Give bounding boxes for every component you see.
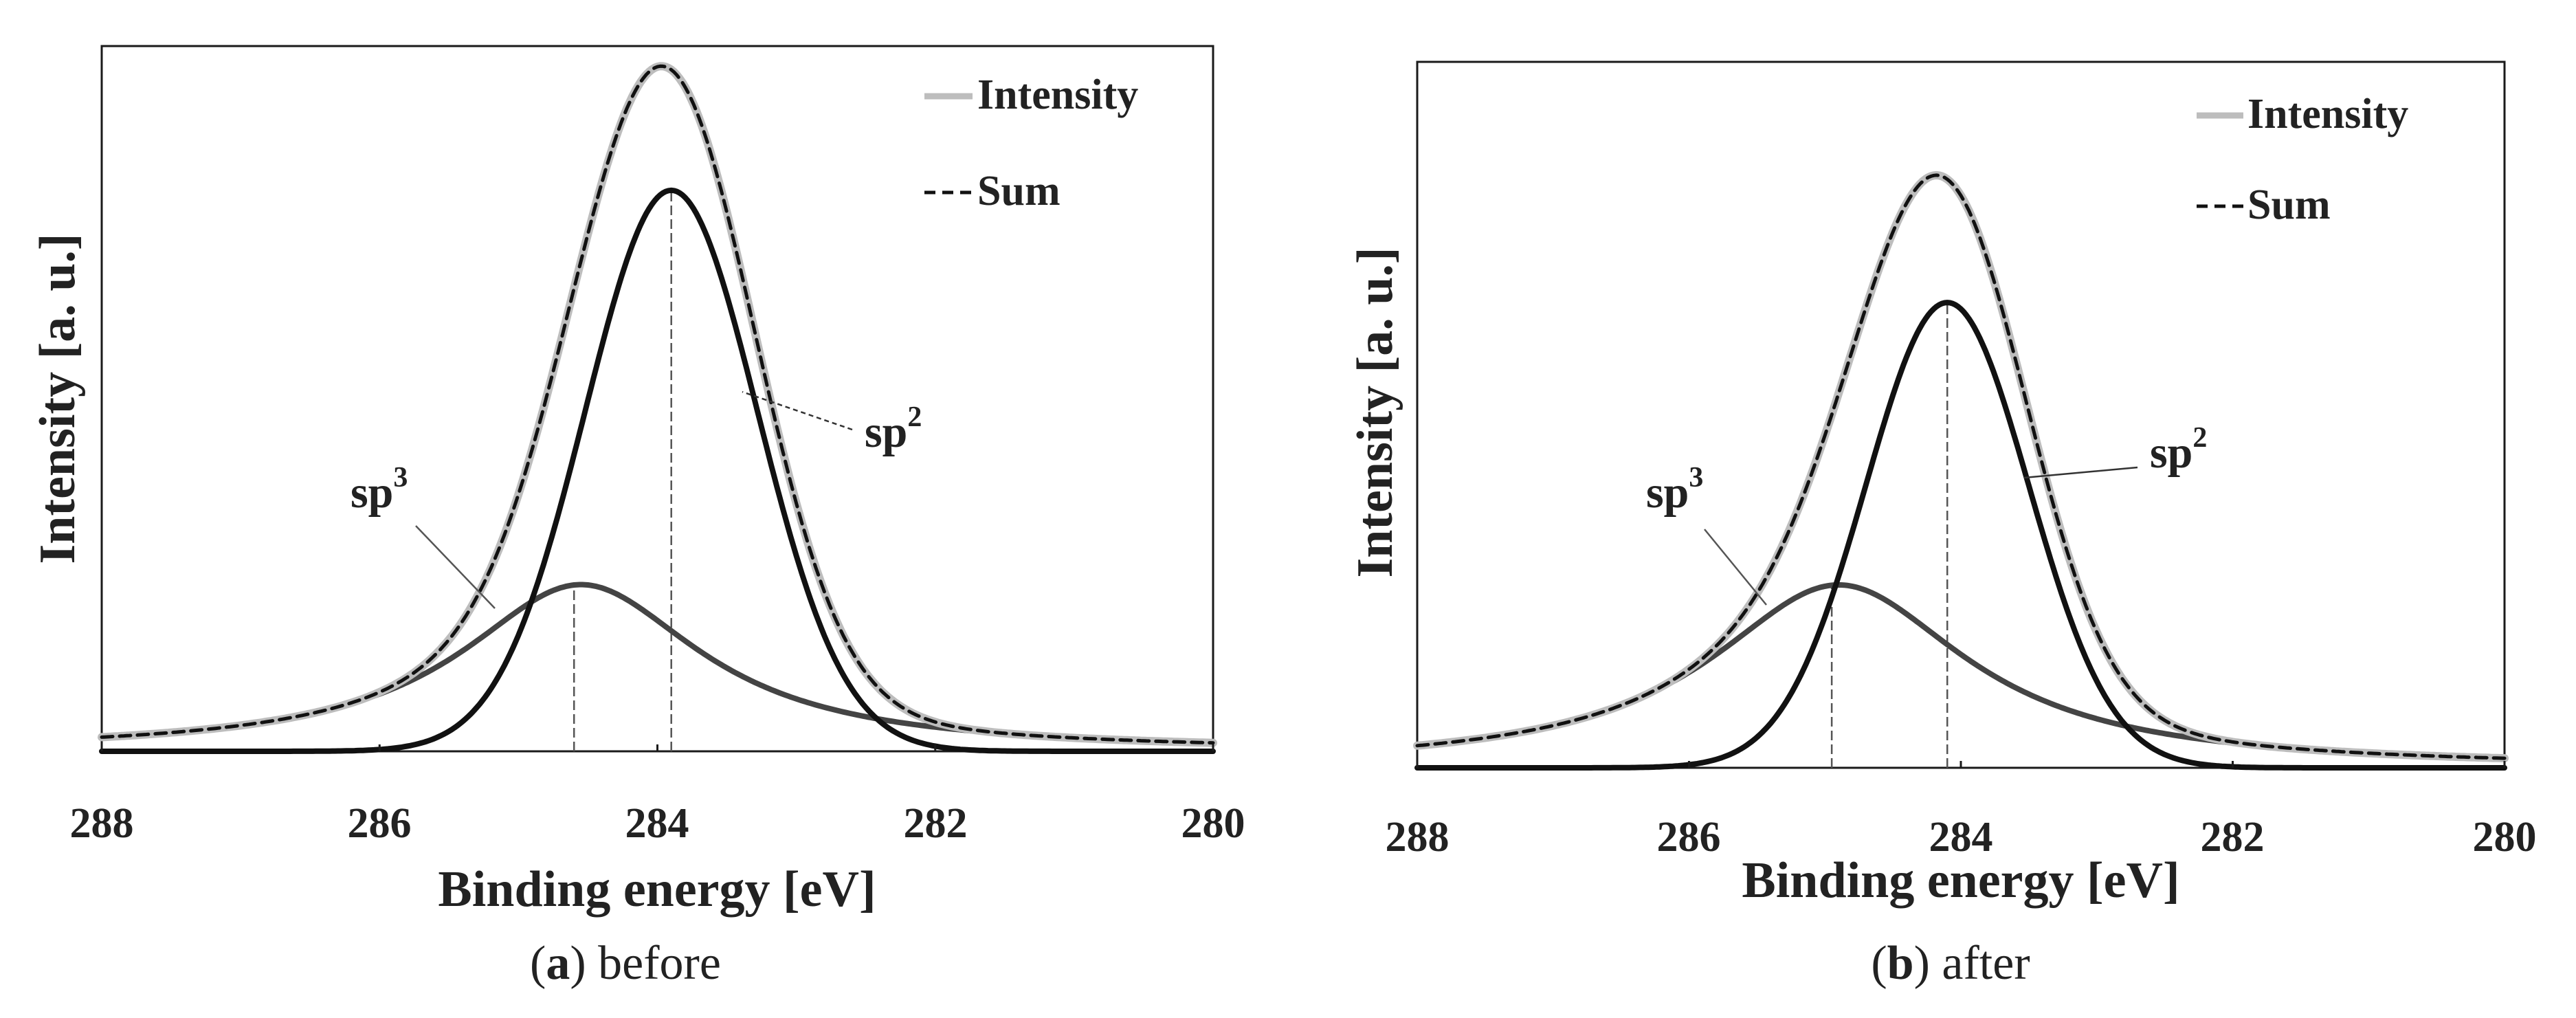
x-tick-label: 288 xyxy=(1386,814,1450,861)
plot-area-frame xyxy=(1416,60,2506,769)
series-sp3-curve xyxy=(1414,582,2507,762)
panel-a: Intensity Sum sp2 sp3 288 286 284 282 28… xyxy=(30,45,1245,990)
series-sum-curve xyxy=(1415,173,2507,760)
x-tick-label: 280 xyxy=(1181,800,1245,847)
legend-label-intensity: Intensity xyxy=(2247,91,2408,137)
annotation-arrow-sp2 xyxy=(742,390,853,431)
series-intensity-curve xyxy=(1413,170,2509,763)
x-tick-label: 282 xyxy=(2201,814,2265,861)
annotation-label-sp3: sp3 xyxy=(351,462,408,518)
x-tick-labels: 288 286 284 282 280 xyxy=(70,800,1245,847)
plot-area-frame xyxy=(100,45,1214,753)
series-sp2-curve xyxy=(99,187,1216,754)
annotation-sp3: sp3 xyxy=(1646,462,1767,606)
x-tick-label: 288 xyxy=(70,800,134,847)
annotation-arrow-sp2 xyxy=(2023,466,2138,479)
x-axis-title: Binding energy [eV] xyxy=(438,861,876,918)
x-tick-label: 284 xyxy=(625,800,689,847)
annotation-label-sp3: sp3 xyxy=(1646,462,1703,518)
x-tick-label: 280 xyxy=(2473,814,2537,861)
legend-label-intensity: Intensity xyxy=(977,71,1138,118)
legend: Intensity Sum xyxy=(2197,91,2408,228)
x-axis-title: Binding energy [eV] xyxy=(1742,852,2179,909)
x-tick-label: 286 xyxy=(348,800,412,847)
series-sum-curve xyxy=(100,64,1215,745)
x-tick-label: 286 xyxy=(1657,814,1721,861)
panel-b: Intensity Sum sp2 sp3 288 286 284 282 28… xyxy=(1347,60,2537,990)
legend: Intensity Sum xyxy=(924,71,1138,214)
legend-label-sum: Sum xyxy=(2247,181,2331,228)
x-tick-label: 284 xyxy=(1929,814,1993,861)
annotation-label-sp2: sp2 xyxy=(2150,422,2207,478)
annotation-arrow-sp3 xyxy=(1704,529,1767,606)
annotation-sp3: sp3 xyxy=(351,462,496,609)
annotation-sp2: sp2 xyxy=(2023,422,2207,479)
panel-caption: (a) before xyxy=(530,937,721,990)
x-tick-label: 282 xyxy=(904,800,968,847)
panel-caption: (b) after xyxy=(1871,937,2030,990)
annotation-sp2: sp2 xyxy=(742,390,922,457)
x-tick-labels: 288 286 284 282 280 xyxy=(1386,814,2537,861)
legend-label-sum: Sum xyxy=(977,168,1061,214)
y-axis-title: Intensity [a. u.] xyxy=(1347,247,1403,577)
annotation-arrow-sp3 xyxy=(415,525,496,609)
chart-marks xyxy=(98,62,1217,754)
chart-marks xyxy=(1413,170,2509,771)
series-sp2-curve xyxy=(1414,300,2507,771)
annotation-label-sp2: sp2 xyxy=(865,401,922,457)
y-axis-title: Intensity [a. u.] xyxy=(30,233,86,564)
